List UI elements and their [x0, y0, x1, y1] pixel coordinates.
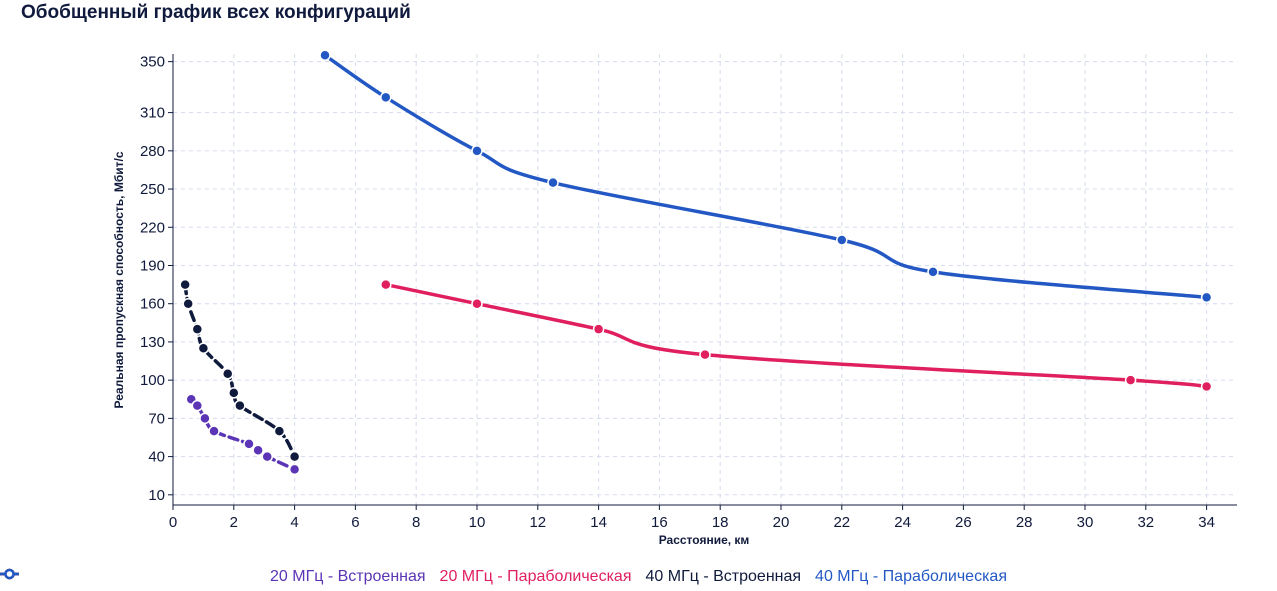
- legend-marker-icon: [0, 568, 19, 580]
- axes: 0 2 4 6 8 10 12 14 16 18 20 22 24 26 28 30 32 34104070100…: [140, 54, 1237, 531]
- series-3-point[interactable]: [234, 399, 246, 412]
- legend-label: 40 МГц - Параболическая: [815, 568, 1007, 585]
- x-tick-label: 34: [1198, 514, 1215, 531]
- series-1-point[interactable]: [261, 450, 273, 463]
- legend-label: 40 МГц - Встроенная: [645, 568, 802, 585]
- series-2-line: [384, 282, 1209, 389]
- series-4-point[interactable]: [927, 266, 939, 278]
- x-tick-label: 28: [1016, 514, 1033, 531]
- series-1-point[interactable]: [199, 412, 211, 425]
- x-tick-label: 32: [1137, 514, 1154, 531]
- series-2-point[interactable]: [380, 278, 392, 291]
- series-group: [179, 49, 1213, 476]
- x-tick-label: 10: [469, 514, 486, 531]
- series-3-point[interactable]: [179, 278, 191, 291]
- series-1-point[interactable]: [243, 438, 255, 450]
- y-tick-label: 310: [140, 105, 165, 122]
- legend-item-3[interactable]: 40 МГц - Встроенная: [0, 568, 802, 586]
- series-1-point[interactable]: [208, 425, 220, 437]
- series-3-point[interactable]: [182, 297, 194, 310]
- x-axis-label: Расстояние, км: [659, 533, 750, 547]
- x-tick-label: 12: [529, 514, 546, 531]
- grid: [172, 54, 1237, 505]
- y-tick-label: 70: [148, 410, 165, 427]
- series-1-point[interactable]: [288, 463, 301, 476]
- x-tick-label: 8: [412, 514, 420, 531]
- x-tick-label: 24: [894, 514, 911, 531]
- x-tick-label: 26: [955, 514, 972, 531]
- series-3-point[interactable]: [221, 368, 234, 380]
- series-2-point[interactable]: [699, 348, 711, 361]
- x-tick-label: 22: [833, 514, 850, 531]
- legend-item-2[interactable]: 20 МГц - Параболическая: [0, 568, 632, 586]
- x-tick-label: 4: [290, 514, 298, 531]
- series-2-point[interactable]: [1124, 374, 1137, 386]
- x-tick-label: 20: [773, 514, 790, 531]
- x-tick-label: 18: [712, 514, 729, 531]
- y-tick-label: 190: [140, 257, 165, 274]
- chart-title: Обобщенный график всех конфигураций: [21, 2, 411, 23]
- series-4-point[interactable]: [547, 176, 559, 189]
- x-tick-label: 16: [651, 514, 668, 531]
- series-4-point[interactable]: [1200, 291, 1213, 304]
- series-4-point[interactable]: [319, 49, 331, 62]
- x-tick-label: 0: [169, 514, 177, 531]
- y-tick-label: 250: [140, 181, 165, 198]
- y-tick-label: 280: [140, 143, 165, 160]
- legend: 20 МГц - Встроенная 20 МГц - Параболическ…: [0, 568, 1277, 586]
- series-2-point[interactable]: [592, 323, 605, 335]
- x-tick-label: 2: [230, 514, 238, 531]
- x-tick-label: 14: [590, 514, 607, 531]
- series-4-point[interactable]: [471, 145, 483, 157]
- legend-label: 20 МГц - Встроенная: [270, 568, 426, 585]
- legend-item-1[interactable]: 20 МГц - Встроенная: [0, 568, 426, 586]
- series-3-point[interactable]: [288, 450, 301, 463]
- series-1-point[interactable]: [252, 444, 264, 456]
- y-tick-label: 10: [148, 487, 165, 504]
- y-tick-label: 100: [140, 372, 165, 389]
- series-4-line: [323, 53, 1209, 300]
- y-tick-label: 40: [148, 449, 165, 466]
- x-tick-label: 6: [351, 514, 359, 531]
- series-3-point[interactable]: [197, 342, 210, 355]
- series-3-point[interactable]: [228, 387, 240, 399]
- y-tick-label: 130: [140, 334, 165, 351]
- series-4-point[interactable]: [836, 234, 848, 246]
- legend-item-4[interactable]: 40 МГц - Параболическая: [0, 568, 1007, 586]
- legend-label: 20 МГц - Параболическая: [439, 568, 632, 585]
- y-axis-label: Реальная пропускная способность, Мбит/с: [112, 151, 126, 408]
- y-tick-label: 220: [140, 219, 165, 236]
- y-tick-label: 350: [140, 54, 165, 71]
- y-tick-label: 160: [140, 296, 165, 313]
- series-3-point[interactable]: [273, 425, 286, 437]
- series-2-point[interactable]: [471, 297, 483, 310]
- series-3-point[interactable]: [191, 323, 204, 335]
- series-1-point[interactable]: [191, 399, 204, 412]
- series-2-point[interactable]: [1200, 380, 1213, 393]
- x-tick-label: 30: [1077, 514, 1094, 531]
- series-4-point[interactable]: [380, 91, 392, 104]
